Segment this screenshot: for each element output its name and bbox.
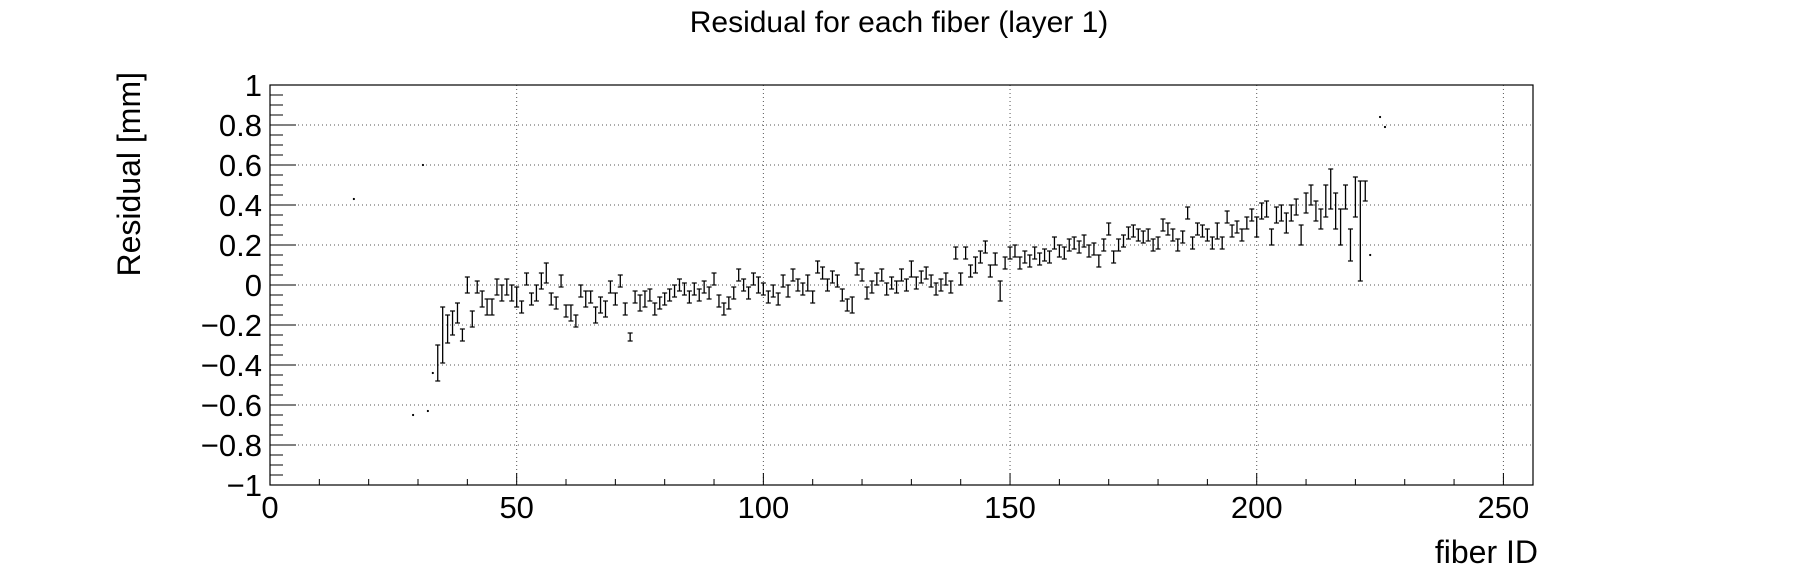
y-tick-label: 0.6 [219, 148, 262, 183]
chart-title: Residual for each fiber (layer 1) [690, 6, 1109, 39]
x-tick-label: 150 [984, 490, 1036, 525]
y-tick-label: −0.8 [201, 428, 262, 463]
plot-frame [269, 84, 1534, 486]
data-point [431, 371, 434, 375]
y-tick-label: −0.6 [201, 388, 262, 423]
y-axis-label: Residual [mm] [111, 72, 147, 277]
grid-lines [270, 85, 1533, 485]
data-point [1383, 125, 1387, 129]
y-tick-label: −1 [227, 468, 262, 503]
y-tick-label: 0.2 [219, 228, 262, 263]
data-point [352, 197, 355, 201]
y-tick-label: 0.8 [219, 108, 262, 143]
y-tick-label: 0 [245, 268, 262, 303]
tick-labels: 0 50 100 150 200 250 −1 −0.8 −0.6 −0.4 −0.2 0 0.2 0.4… [201, 68, 1529, 525]
y-tick-label: −0.2 [201, 308, 262, 343]
data-point [421, 163, 425, 167]
x-tick-label: 50 [499, 490, 533, 525]
y-tick-label: 0.4 [219, 188, 262, 223]
x-tick-label: 100 [737, 490, 789, 525]
y-tick-label: −0.4 [201, 348, 262, 383]
y-tick-label: 1 [245, 68, 262, 103]
data-points [352, 115, 1387, 417]
x-tick-label: 200 [1231, 490, 1283, 525]
data-point [1369, 253, 1372, 257]
x-tick-label: 250 [1478, 490, 1530, 525]
data-point [1378, 115, 1382, 119]
x-tick-label: 0 [261, 490, 278, 525]
data-point [426, 409, 429, 413]
data-point [411, 413, 415, 417]
x-axis-label: fiber ID [1435, 534, 1538, 570]
